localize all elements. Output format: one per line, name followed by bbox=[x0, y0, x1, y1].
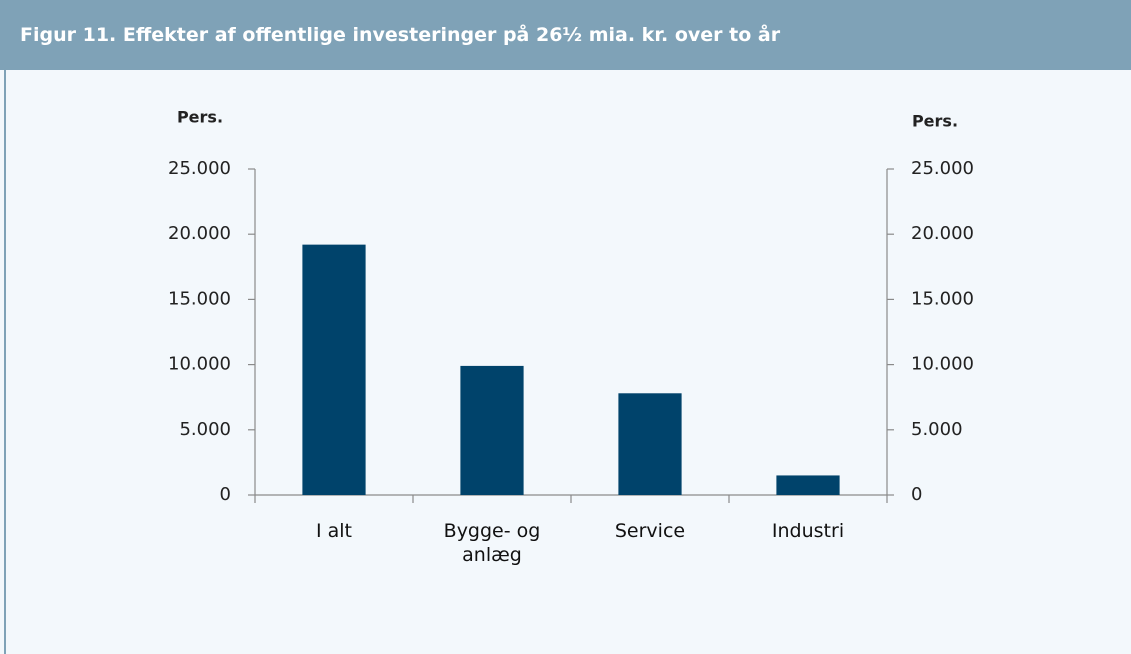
y-axis-label: Pers. bbox=[177, 108, 223, 127]
bar bbox=[302, 244, 366, 495]
frame-border bbox=[4, 70, 6, 654]
y-tick-label: 0 bbox=[220, 484, 231, 505]
x-tick-label: Service bbox=[614, 520, 686, 542]
bar bbox=[776, 475, 840, 495]
y2-tick-label: 10.000 bbox=[911, 354, 974, 375]
y-tick-label: 10.000 bbox=[168, 354, 231, 375]
bar bbox=[618, 393, 682, 495]
bar bbox=[460, 365, 524, 495]
y2-tick-label: 25.000 bbox=[911, 158, 974, 179]
y2-tick-label: 15.000 bbox=[911, 288, 974, 309]
y-tick-label: 20.000 bbox=[168, 223, 231, 244]
x-tick-label: Industri bbox=[771, 520, 845, 542]
y2-tick-label: 0 bbox=[911, 484, 922, 505]
chart-title: Figur 11. Effekter af offentlige investe… bbox=[0, 0, 1131, 70]
y2-tick-label: 5.000 bbox=[911, 419, 963, 440]
y-tick-label: 15.000 bbox=[168, 288, 231, 309]
x-tick-label: I alt bbox=[315, 520, 352, 542]
x-tick-label: Bygge- og anlæg bbox=[443, 520, 541, 566]
y2-axis-label: Pers. bbox=[912, 112, 958, 131]
y-tick-label: 25.000 bbox=[168, 158, 231, 179]
y-tick-label: 5.000 bbox=[179, 419, 231, 440]
y2-tick-label: 20.000 bbox=[911, 223, 974, 244]
